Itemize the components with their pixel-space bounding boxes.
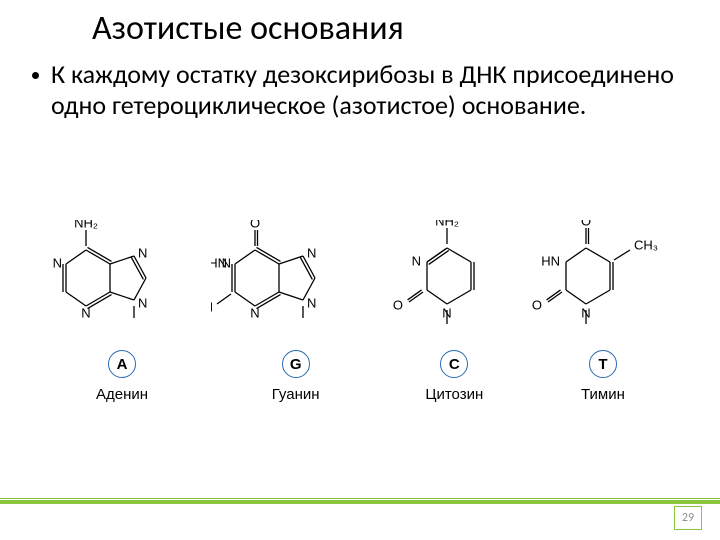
molecule-label: Аденин: [96, 386, 148, 403]
molecule-badge: G: [282, 350, 310, 378]
molecule-label: Гуанин: [272, 386, 320, 403]
svg-text:O: O: [532, 297, 542, 312]
svg-text:N: N: [307, 245, 316, 260]
bullet-text: К каждому остатку дезоксирибозы в ДНК пр…: [51, 59, 680, 120]
svg-text:H₂N: H₂N: [211, 299, 213, 314]
svg-text:N: N: [81, 305, 90, 320]
slide: Азотистые основания К каждому остатку де…: [0, 0, 720, 540]
svg-text:N: N: [307, 295, 316, 310]
molecule-guanine: NNNNOHNH₂NGГуанин: [211, 220, 381, 403]
svg-text:N: N: [412, 253, 421, 268]
bullet-item: К каждому остатку дезоксирибозы в ДНК пр…: [32, 59, 680, 120]
svg-text:N: N: [138, 295, 147, 310]
svg-text:NH₂: NH₂: [74, 220, 98, 230]
svg-text:N: N: [53, 255, 62, 270]
molecule-badge: Т: [589, 350, 617, 378]
svg-text:CH₃: CH₃: [634, 237, 658, 252]
molecule-adenine: N N N N NH₂ А Аденин: [42, 220, 202, 403]
svg-text:N: N: [138, 245, 147, 260]
svg-text:HN: HN: [541, 253, 560, 268]
molecule-row: NNNNNH₂ААденинNNNNOHNH₂NGГуанинNNNH₂OСЦи…: [42, 220, 678, 440]
molecule-badge: А: [108, 350, 136, 378]
svg-text:NH₂: NH₂: [435, 220, 459, 228]
svg-text:HN: HN: [211, 255, 227, 270]
molecule-label: Цитозин: [425, 386, 483, 403]
molecule-label: Тимин: [581, 386, 625, 403]
svg-text:O: O: [250, 220, 260, 230]
footer-rule-thick: [0, 500, 720, 504]
svg-text:O: O: [581, 220, 591, 228]
molecule-thymine: NHNOOCH₃ТТимин: [528, 220, 678, 403]
footer-rule-thin: [0, 498, 720, 499]
svg-text:O: O: [393, 297, 403, 312]
molecule-badge: С: [440, 350, 468, 378]
body-text-block: К каждому остатку дезоксирибозы в ДНК пр…: [0, 49, 720, 120]
bullet-dot-icon: [32, 72, 39, 79]
molecule-cytosine: NNNH₂OСЦитозин: [389, 220, 519, 403]
page-number: 29: [674, 506, 702, 530]
svg-text:N: N: [250, 305, 259, 320]
page-title: Азотистые основания: [0, 0, 720, 49]
